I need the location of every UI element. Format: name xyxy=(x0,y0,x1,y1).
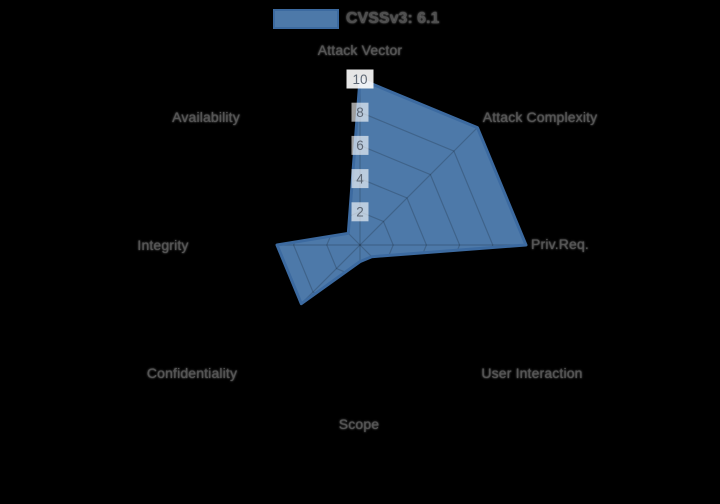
axis-label-confidentiality: Confidentiality xyxy=(146,365,238,381)
axis-label-user-interaction: User Interaction xyxy=(481,365,583,381)
tick-label: 4 xyxy=(356,171,364,186)
tick-backdrop xyxy=(351,169,369,189)
axis-label-availability: Availability xyxy=(172,109,240,125)
tick-backdrop xyxy=(351,202,369,222)
chart-legend[interactable]: CVSSv3: 6.1 xyxy=(273,9,439,29)
axis-label-attack-vector: Attack Vector xyxy=(317,42,403,58)
radar-border xyxy=(275,77,528,306)
radar-fill-area xyxy=(277,79,526,304)
tick-label: 2 xyxy=(356,205,364,220)
axis-label-attack-complexity: Attack Complexity xyxy=(482,109,598,125)
tick-backdrop xyxy=(351,135,369,155)
tick-backdrop xyxy=(351,102,369,122)
tick-label: 6 xyxy=(356,138,364,153)
legend-swatch-icon xyxy=(273,9,339,29)
tick-backdrop xyxy=(346,69,374,89)
tick-label: 8 xyxy=(356,105,364,120)
tick-label: 10 xyxy=(352,72,367,87)
axis-label-integrity: Integrity xyxy=(137,237,189,253)
radar-grid xyxy=(277,79,526,304)
axis-label-priv-req: Priv.Req. xyxy=(531,236,589,252)
legend-label: CVSSv3: 6.1 xyxy=(346,10,440,27)
axis-label-scope: Scope xyxy=(338,416,380,432)
